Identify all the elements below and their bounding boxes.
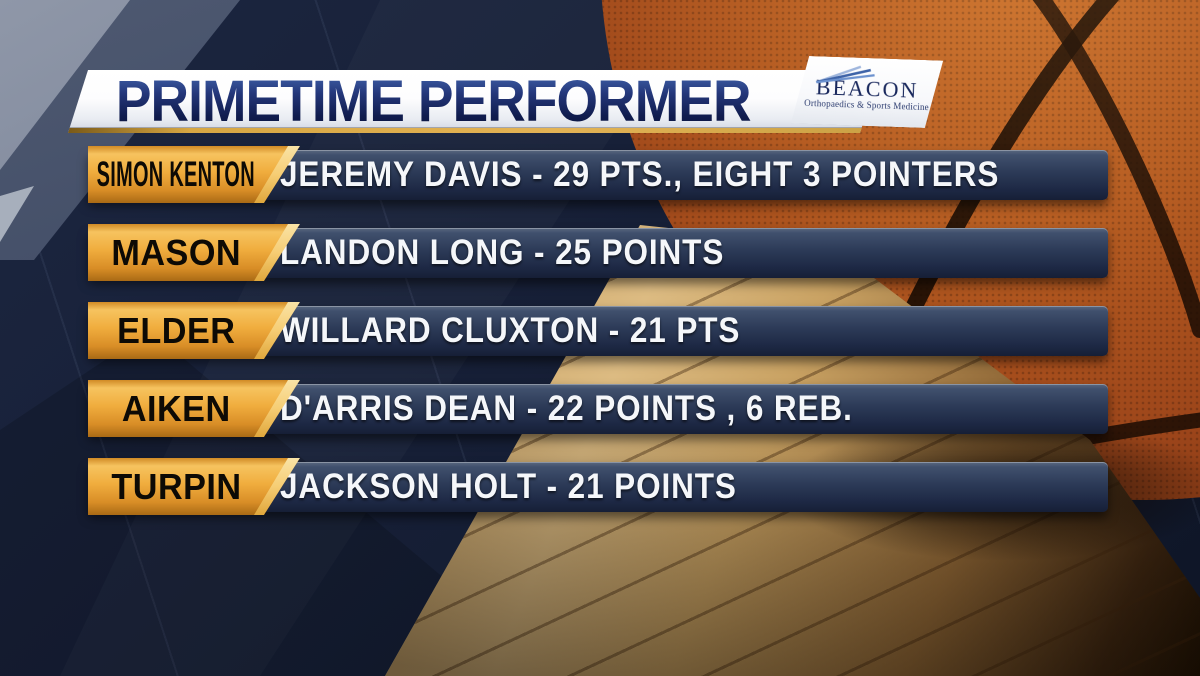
stat-text: JEREMY DAVIS - 29 PTS., EIGHT 3 POINTERS [280,155,1000,194]
team-label: TURPIN [88,458,300,515]
light-beam-icon [814,63,877,85]
team-label: AIKEN [88,380,300,437]
performer-row: JACKSON HOLT - 21 POINTS TURPIN [0,458,1200,515]
header-bar: PRIMETIME PERFORMER [68,70,880,133]
page-title: PRIMETIME PERFORMER [68,74,751,130]
performer-row: D'ARRIS DEAN - 22 POINTS , 6 REB. AIKEN [0,380,1200,437]
sponsor-panel: BEACON Orthopaedics & Sports Medicine [791,55,943,128]
performer-row: LANDON LONG - 25 POINTS MASON [0,224,1200,281]
team-name: ELDER [116,309,236,351]
stat-text: WILLARD CLUXTON - 21 PTS [280,311,741,350]
team-name: AIKEN [121,387,231,429]
performer-row: WILLARD CLUXTON - 21 PTS ELDER [0,302,1200,359]
stat-text: LANDON LONG - 25 POINTS [280,233,725,272]
stat-text: D'ARRIS DEAN - 22 POINTS , 6 REB. [280,389,853,428]
team-name: SIMON KENTON [96,154,256,194]
performer-row: JEREMY DAVIS - 29 PTS., EIGHT 3 POINTERS… [0,146,1200,203]
team-label: ELDER [88,302,300,359]
team-name: TURPIN [110,465,242,507]
team-label: SIMON KENTON [88,146,300,203]
team-name: MASON [111,231,241,273]
team-label: MASON [88,224,300,281]
stat-text: JACKSON HOLT - 21 POINTS [280,467,737,506]
